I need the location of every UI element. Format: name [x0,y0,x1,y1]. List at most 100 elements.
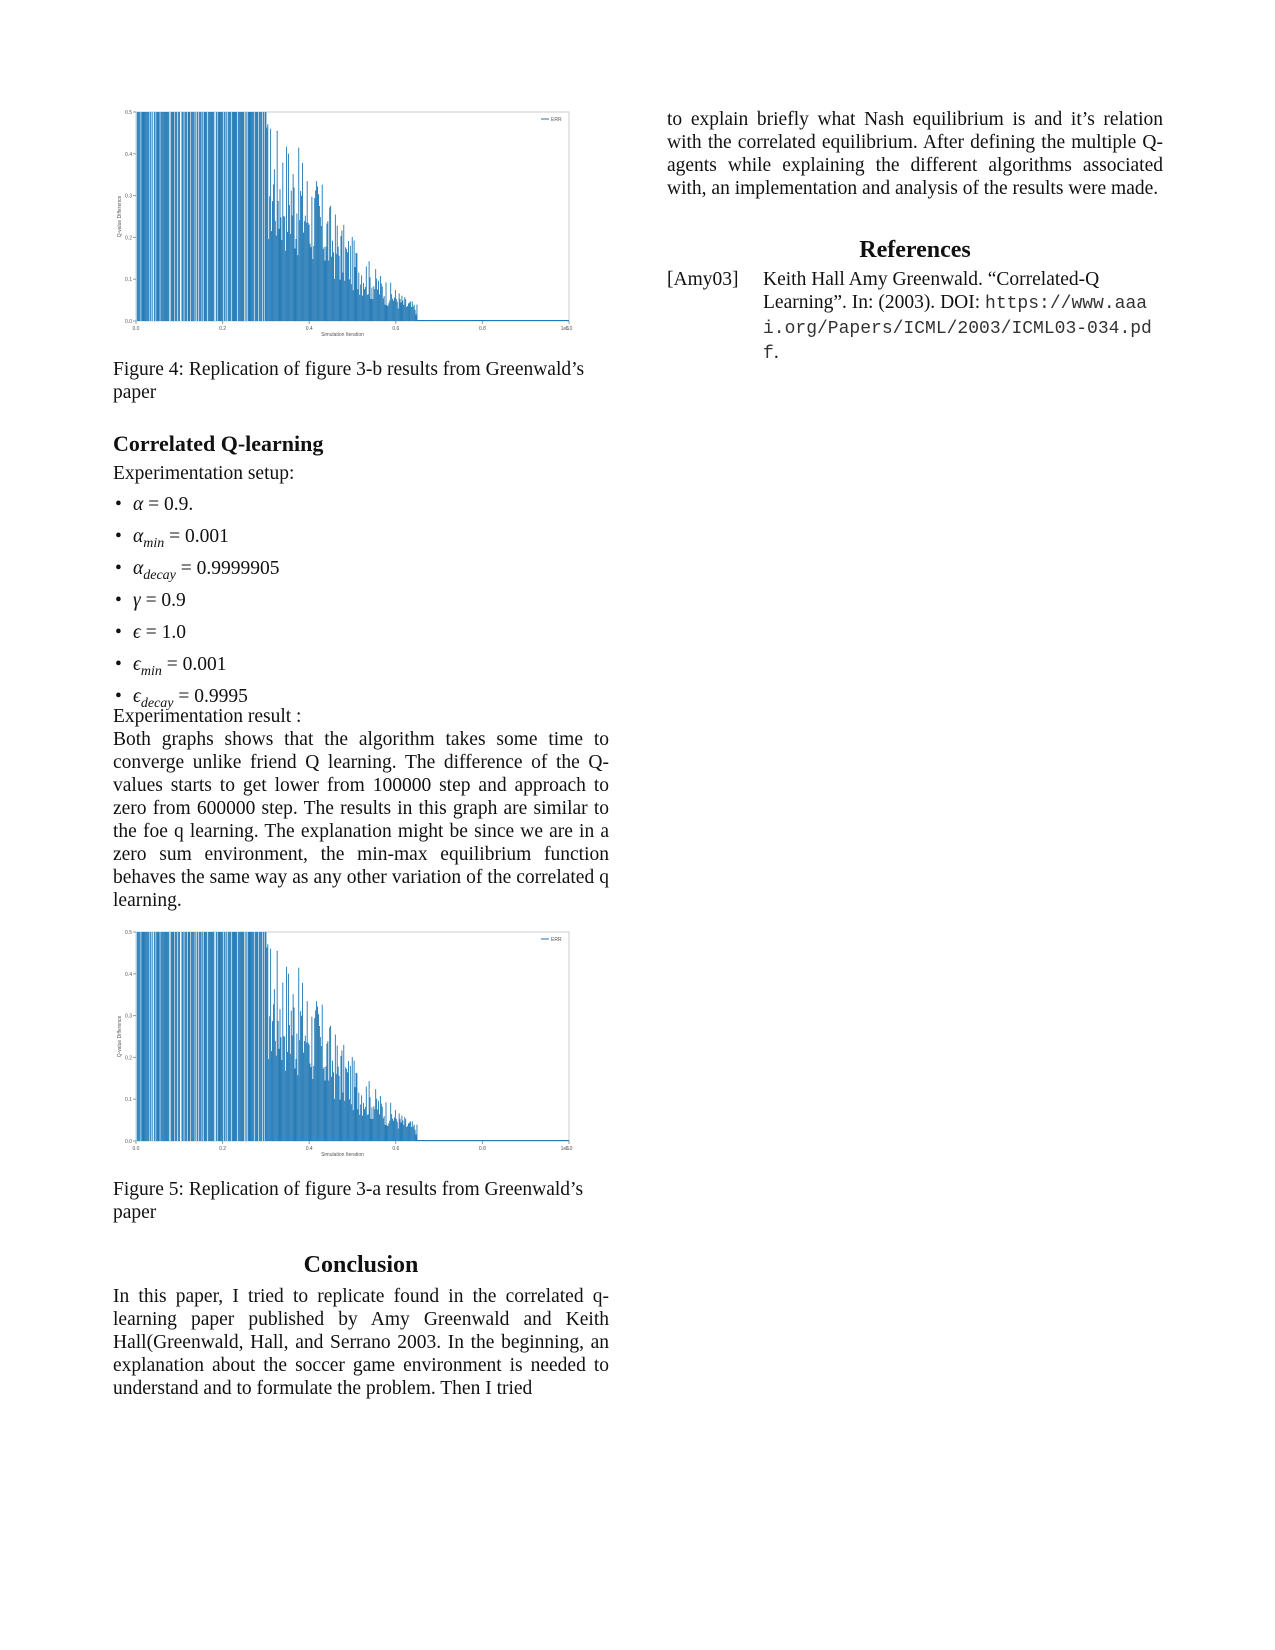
data-bar [372,298,374,321]
bar-gap [194,932,196,1141]
data-bar [252,112,254,321]
data-bar [200,932,202,1141]
bar-gap [245,112,247,321]
data-bar [375,269,377,321]
data-bar [190,932,192,1141]
data-bar [329,207,331,321]
data-bar [414,309,416,321]
bar-gap [223,932,224,1141]
data-bar [392,298,394,321]
y-tick-label: 0.2 [125,235,132,241]
data-bar [308,1044,310,1141]
data-bar [287,231,288,321]
data-bar [266,127,268,321]
data-bar [160,932,162,1141]
bar-gap [152,112,154,321]
data-bar [181,112,182,321]
data-bar [195,112,196,321]
data-bar [158,932,160,1141]
y-tick-label: 0.2 [125,1055,132,1061]
data-bar [272,201,273,321]
bar-gap [155,932,157,1141]
data-bar [244,112,246,321]
data-bar [349,1065,351,1141]
data-bar [311,1016,313,1141]
data-bar [219,932,221,1141]
data-bar [308,224,310,321]
bar-gap [258,112,259,321]
bar-gap [258,932,259,1141]
data-bar [316,181,318,321]
x-tick-label: 0.6 [392,326,399,332]
data-bar [171,112,173,321]
data-bar [297,1075,299,1141]
data-bar [352,290,354,321]
data-bar [144,932,146,1141]
data-bar [378,280,379,321]
bar-gap [247,112,249,321]
data-bar [330,205,332,321]
data-bar [216,932,218,1141]
data-bar [412,306,414,321]
bar-gap [225,932,227,1141]
data-bar [337,1066,339,1141]
setup-label: Experimentation setup: [113,463,295,484]
bar-gap [153,112,154,321]
data-bar [371,287,373,321]
data-bar [415,314,417,321]
data-bar [402,1120,404,1141]
bar-gap [207,932,208,1141]
data-bar [236,932,238,1141]
data-bar [294,1068,296,1141]
data-bar [359,1114,361,1141]
x-scale-label: 1e6 [561,1146,570,1152]
x-tick-label: 0.2 [219,1146,226,1152]
data-bar [380,1103,382,1141]
bar-gap [170,112,172,321]
data-bar [146,112,148,321]
data-bar [139,932,141,1141]
data-bar [375,1089,377,1141]
data-bar [154,112,156,321]
data-bar [341,230,343,321]
data-bar [171,932,173,1141]
param-item: ϵdecay = 0.9995 [113,685,609,717]
data-bar [202,932,204,1141]
bar-gap [159,112,161,321]
bar-gap [196,112,197,321]
data-bar [322,1068,324,1141]
data-bar [384,1124,386,1141]
data-bar [287,973,289,1141]
data-bar [384,304,386,321]
data-bar [381,1106,383,1141]
data-bar [231,112,233,321]
data-bar [338,1075,340,1141]
data-bar [344,1100,346,1141]
data-bar [309,243,311,321]
data-bar [409,302,410,321]
data-bar [253,932,255,1141]
data-bar [306,181,308,321]
data-bar [193,112,195,321]
data-bar [303,221,305,321]
data-bar [416,304,418,321]
data-bar [202,112,204,321]
data-bar [368,1081,370,1141]
data-bar [366,294,368,321]
data-bar [154,932,156,1141]
param-item: γ = 0.9 [113,589,609,621]
data-bar [300,1011,302,1141]
data-bar [276,130,278,321]
data-bar [150,112,151,321]
data-bar [340,235,342,321]
bar-gap [151,112,152,321]
data-bar [403,304,405,321]
data-bar [266,947,268,1141]
y-tick-label: 0.5 [125,110,132,116]
data-bar [350,1104,352,1141]
reference-url-link[interactable]: https://www.aaai.org/Papers/ICML/2003/IC… [763,294,1152,364]
data-bar [200,112,202,321]
data-bar [189,932,191,1141]
data-bar [351,1056,353,1141]
